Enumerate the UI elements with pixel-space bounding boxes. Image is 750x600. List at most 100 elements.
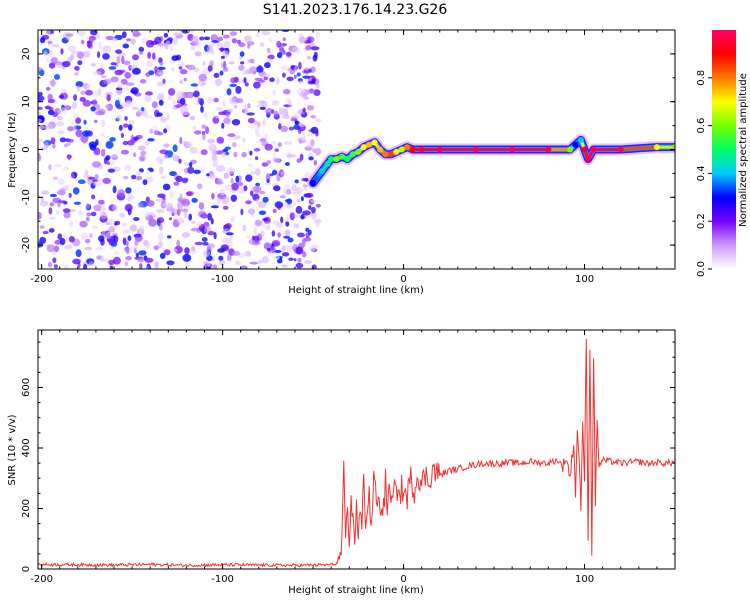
- noise-blob: [102, 45, 112, 53]
- noise-blob: [120, 102, 127, 108]
- noise-blob: [222, 200, 227, 205]
- noise-blob: [144, 257, 154, 263]
- noise-blob: [58, 107, 68, 115]
- colorbar-tick-label: 0.2: [696, 213, 707, 229]
- noise-blob: [38, 118, 42, 123]
- noise-blob: [309, 245, 316, 252]
- noise-blob: [71, 102, 78, 109]
- noise-blob: [164, 42, 169, 50]
- noise-blob: [95, 104, 101, 111]
- noise-blob: [308, 205, 312, 210]
- noise-blob: [206, 266, 211, 269]
- noise-blob: [60, 48, 64, 55]
- noise-blob: [95, 110, 105, 116]
- noise-blob: [294, 179, 299, 184]
- noise-blob: [312, 54, 318, 62]
- noise-blob: [156, 112, 163, 117]
- noise-blob: [247, 117, 255, 124]
- noise-blob: [243, 77, 247, 84]
- noise-blob: [259, 42, 265, 47]
- noise-blob: [257, 100, 267, 104]
- noise-blob: [259, 106, 266, 110]
- noise-blob: [155, 198, 164, 202]
- noise-blob: [300, 213, 305, 220]
- noise-blob: [216, 136, 225, 144]
- noise-blob: [191, 220, 197, 225]
- noise-blob: [277, 142, 282, 148]
- noise-blob: [229, 31, 238, 36]
- noise-blob: [258, 259, 263, 264]
- noise-blob: [94, 119, 98, 124]
- noise-blob: [75, 249, 82, 258]
- noise-blob: [59, 188, 66, 196]
- noise-blob: [276, 52, 283, 59]
- noise-blob: [57, 233, 63, 240]
- noise-blob: [161, 202, 168, 207]
- ridge-point: [398, 146, 405, 153]
- noise-blob: [173, 32, 183, 37]
- noise-blob: [253, 148, 261, 152]
- noise-blob: [47, 261, 53, 268]
- noise-blob: [262, 217, 269, 222]
- noise-blob: [176, 217, 185, 224]
- noise-blob: [112, 203, 119, 212]
- noise-blob: [290, 65, 296, 69]
- noise-blob: [38, 142, 42, 147]
- noise-blob: [269, 77, 275, 82]
- spectrogram-x-ticks: -200 -100 0 100: [30, 30, 676, 285]
- y-tick-label: -20: [21, 237, 32, 253]
- noise-blob: [168, 88, 176, 96]
- noise-blob: [226, 240, 233, 247]
- noise-blob: [186, 141, 193, 147]
- noise-blob: [261, 255, 269, 264]
- snr-frame: [37, 329, 676, 570]
- noise-blob: [212, 264, 218, 269]
- ridge-point: [404, 144, 411, 151]
- noise-blob: [278, 123, 282, 130]
- noise-blob: [43, 50, 48, 57]
- noise-blob: [145, 200, 155, 207]
- noise-blob: [222, 148, 229, 153]
- noise-blob: [187, 64, 195, 69]
- noise-blob: [38, 211, 42, 220]
- noise-blob: [178, 158, 182, 164]
- ridge-point: [344, 156, 351, 163]
- noise-blob: [243, 185, 248, 192]
- noise-blob: [255, 198, 260, 205]
- noise-blob: [47, 109, 55, 116]
- noise-blob: [253, 227, 258, 235]
- noise-blob: [225, 232, 234, 236]
- noise-blob: [206, 173, 210, 177]
- noise-blob: [92, 99, 97, 107]
- noise-blob: [101, 119, 105, 128]
- noise-blob: [43, 141, 49, 149]
- noise-blob: [243, 107, 249, 115]
- noise-blob: [297, 257, 302, 263]
- noise-blob: [88, 176, 96, 180]
- noise-blob: [67, 154, 71, 161]
- noise-blob: [207, 45, 214, 54]
- noise-blob: [206, 97, 213, 104]
- noise-blob: [147, 51, 152, 59]
- noise-blob: [306, 56, 312, 60]
- noise-blob: [222, 99, 226, 108]
- noise-blob: [125, 187, 132, 194]
- noise-blob: [64, 244, 73, 250]
- noise-blob: [298, 61, 302, 70]
- noise-blob: [264, 143, 273, 151]
- noise-blob: [262, 118, 266, 127]
- snr-x-ticks: -200 -100 0 100: [30, 330, 676, 585]
- noise-blob: [179, 193, 183, 201]
- noise-blob: [315, 221, 321, 228]
- noise-blob: [194, 51, 202, 57]
- noise-blob: [311, 264, 317, 269]
- noise-blob: [70, 174, 75, 179]
- noise-blob: [157, 43, 165, 47]
- noise-blob: [100, 61, 104, 70]
- noise-blob: [229, 83, 237, 87]
- noise-blob: [259, 138, 267, 142]
- noise-blob: [114, 99, 120, 108]
- noise-blob: [210, 34, 219, 42]
- noise-blob: [45, 57, 52, 63]
- noise-blob: [174, 104, 183, 108]
